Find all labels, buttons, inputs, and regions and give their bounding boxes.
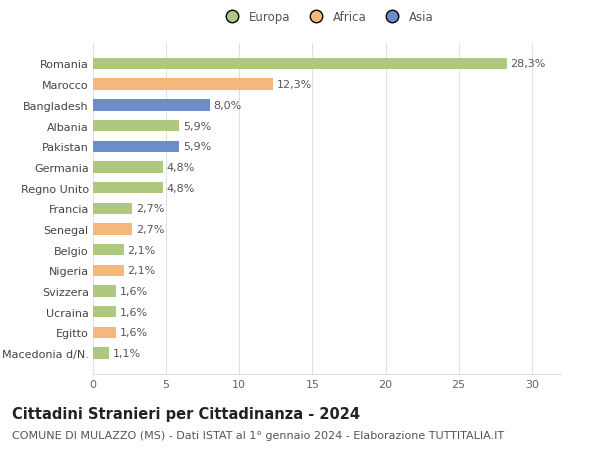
- Bar: [93, 307, 116, 318]
- Text: 2,1%: 2,1%: [127, 266, 155, 276]
- Legend: Europa, Africa, Asia: Europa, Africa, Asia: [215, 6, 439, 29]
- Text: 28,3%: 28,3%: [511, 59, 546, 69]
- Text: 1,1%: 1,1%: [113, 348, 141, 358]
- Bar: [93, 79, 273, 90]
- Text: 2,1%: 2,1%: [127, 245, 155, 255]
- Text: 5,9%: 5,9%: [183, 142, 211, 152]
- Text: 4,8%: 4,8%: [167, 183, 195, 193]
- Text: 12,3%: 12,3%: [277, 80, 312, 90]
- Bar: [93, 245, 124, 256]
- Text: 4,8%: 4,8%: [167, 162, 195, 173]
- Bar: [93, 121, 179, 132]
- Bar: [93, 59, 507, 70]
- Bar: [93, 141, 179, 152]
- Bar: [93, 327, 116, 338]
- Bar: [93, 348, 109, 359]
- Bar: [93, 265, 124, 276]
- Text: 2,7%: 2,7%: [136, 204, 164, 214]
- Bar: [93, 286, 116, 297]
- Text: 8,0%: 8,0%: [214, 101, 242, 111]
- Text: COMUNE DI MULAZZO (MS) - Dati ISTAT al 1° gennaio 2024 - Elaborazione TUTTITALIA: COMUNE DI MULAZZO (MS) - Dati ISTAT al 1…: [12, 431, 504, 441]
- Text: 1,6%: 1,6%: [120, 286, 148, 297]
- Bar: [93, 183, 163, 194]
- Text: 5,9%: 5,9%: [183, 121, 211, 131]
- Text: 2,7%: 2,7%: [136, 224, 164, 235]
- Bar: [93, 224, 133, 235]
- Bar: [93, 100, 210, 111]
- Bar: [93, 162, 163, 173]
- Text: 1,6%: 1,6%: [120, 307, 148, 317]
- Bar: [93, 203, 133, 214]
- Text: Cittadini Stranieri per Cittadinanza - 2024: Cittadini Stranieri per Cittadinanza - 2…: [12, 406, 360, 421]
- Text: 1,6%: 1,6%: [120, 328, 148, 338]
